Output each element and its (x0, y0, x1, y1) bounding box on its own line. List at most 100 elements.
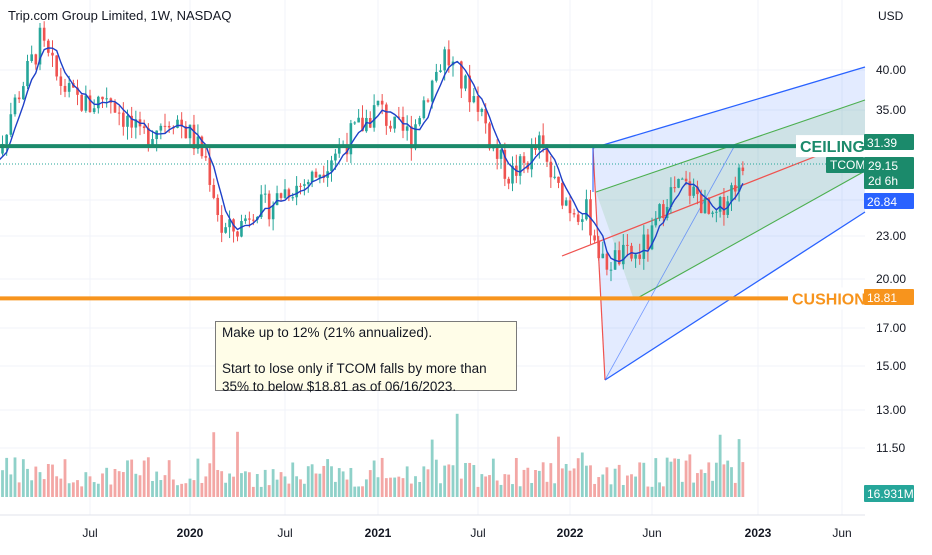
volume-bar-56 (220, 471, 224, 497)
candle-104 (410, 115, 413, 161)
channel-inner-lower (633, 170, 866, 301)
candle-91 (357, 109, 360, 123)
volume-bar-63 (247, 472, 251, 497)
volume-bar-132 (522, 469, 526, 497)
candle-95 (372, 94, 376, 132)
candle-53 (208, 146, 212, 192)
candle-56 (220, 205, 223, 243)
volume-bar-85 (333, 481, 337, 497)
candle-41 (159, 123, 163, 140)
candle-98 (385, 102, 388, 135)
volume-bar-65 (255, 474, 259, 497)
volume-bar-12 (38, 472, 42, 497)
candle-103 (405, 115, 409, 141)
candle-25 (92, 99, 96, 114)
candle-82 (322, 165, 326, 183)
volume-bar-102 (401, 478, 405, 497)
candle-11 (34, 53, 38, 70)
volume-bar-148 (585, 465, 588, 497)
candle-47 (184, 121, 188, 139)
volume-bar-109 (430, 439, 434, 497)
candle-23 (84, 85, 88, 113)
candle-144 (568, 194, 572, 222)
volume-bar-46 (180, 483, 184, 497)
candle-100 (393, 116, 396, 133)
candle-186 (733, 176, 737, 200)
volume-bar-152 (601, 474, 605, 497)
candle-89 (349, 119, 353, 164)
candle-106 (418, 115, 421, 127)
volume-bar-9 (26, 468, 29, 497)
volume-bar-145 (572, 468, 576, 497)
volume-bar-183 (722, 464, 726, 497)
price-tick-7: 13.00 (876, 403, 906, 417)
candle-80 (314, 168, 318, 178)
volume-bar-39 (151, 480, 154, 497)
volume-bar-104 (409, 483, 413, 497)
volume-bar-28 (105, 467, 109, 497)
volume-bar-62 (244, 471, 247, 497)
volume-bar-125 (495, 480, 499, 497)
volume-bar-38 (146, 457, 150, 497)
volume-bar-78 (306, 466, 310, 497)
volume-bar-164 (650, 486, 654, 497)
volume-bar-162 (642, 462, 646, 497)
volume-bar-121 (480, 474, 484, 497)
volume-bar-32 (121, 472, 125, 497)
candle-99 (389, 120, 392, 132)
volume-bar-51 (200, 482, 204, 497)
time-tick-7: 2023 (745, 526, 772, 540)
volume-bar-68 (267, 485, 271, 497)
badge-ma-price: 26.84 (864, 193, 914, 209)
candle-152 (601, 241, 605, 259)
annotation-line-2: Start to lose only if TCOM falls by more… (222, 361, 487, 376)
candle-69 (271, 201, 275, 231)
candle-60 (236, 230, 239, 242)
pitchfork-cross (604, 144, 736, 381)
volume-bar-171 (677, 458, 680, 497)
candle-43 (167, 121, 171, 133)
volume-bar-25 (92, 482, 96, 497)
volume-bar-26 (96, 483, 100, 497)
volume-bar-100 (393, 477, 397, 497)
candle-6 (13, 94, 17, 117)
volume-bar-177 (699, 469, 703, 497)
candle-140 (553, 165, 556, 180)
volume-bar-149 (589, 465, 592, 497)
volume-bar-40 (155, 471, 159, 497)
chart-title: Trip.com Group Limited, 1W, NASDAQ (8, 8, 232, 23)
candle-188 (741, 161, 745, 176)
price-tick-1: 35.00 (876, 103, 906, 117)
candle-37 (142, 119, 146, 134)
candle-166 (658, 203, 661, 222)
pitchfork-handle (592, 147, 606, 381)
candle-58 (228, 210, 231, 239)
volume-bar-21 (76, 480, 79, 497)
volume-bar-98 (384, 478, 388, 497)
candle-120 (476, 86, 480, 122)
candle-10 (30, 45, 33, 63)
volume-bar-43 (167, 460, 171, 497)
candle-150 (593, 229, 596, 244)
annotation-box[interactable]: Make up to 12% (21% annualized). Start t… (215, 321, 517, 394)
volume-bar-169 (669, 461, 673, 497)
level-label-ceiling: CEILING (800, 139, 865, 156)
badge-volume: 16.931M (864, 485, 914, 502)
volume-bar-73 (287, 483, 291, 497)
volume-bar-27 (101, 473, 104, 497)
volume-bar-133 (526, 467, 530, 497)
candle-110 (435, 63, 438, 83)
volume-bar-106 (418, 481, 422, 497)
volume-bar-105 (414, 476, 417, 497)
volume-bar-170 (673, 458, 677, 497)
volume-bar-23 (84, 472, 88, 497)
volume-bar-176 (696, 473, 699, 497)
volume-bar-87 (341, 471, 345, 497)
candle-13 (42, 21, 46, 47)
candle-61 (240, 214, 243, 238)
candle-93 (365, 109, 368, 133)
volume-bar-150 (593, 483, 596, 497)
volume-bar-141 (557, 436, 560, 497)
volume-bar-29 (109, 484, 113, 497)
